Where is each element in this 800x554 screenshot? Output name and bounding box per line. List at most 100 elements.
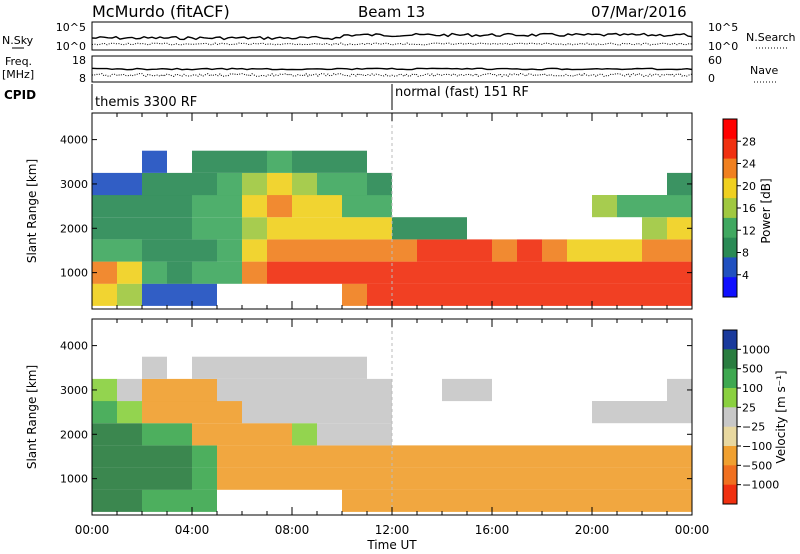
power-cell — [92, 261, 117, 284]
power-cell — [517, 239, 542, 262]
velocity-cell — [142, 401, 167, 424]
velocity-cell — [92, 489, 117, 512]
velocity-cell — [367, 467, 392, 490]
power-colorbar-label: Power [dB] — [759, 178, 773, 243]
velocity-cell — [667, 467, 692, 490]
velocity-cell — [217, 467, 242, 490]
velocity-cell — [92, 467, 117, 490]
velocity-cell — [667, 378, 692, 402]
power-cell — [317, 195, 342, 218]
cpid-segment-1: themis 3300 RF — [95, 95, 197, 110]
power-cell — [267, 239, 292, 262]
velocity-cell — [592, 489, 617, 512]
power-cell — [292, 150, 317, 173]
velocity-cell — [467, 467, 492, 490]
power-cell — [567, 261, 592, 284]
velocity-cell — [392, 489, 417, 512]
noise-right-tick-top: 10^5 — [708, 21, 738, 34]
power-cell — [192, 150, 217, 173]
velocity-cell — [167, 401, 192, 424]
power-cell — [442, 261, 467, 284]
velocity-cell — [167, 378, 192, 402]
power-cell — [167, 283, 192, 306]
velocity-cell — [267, 445, 292, 468]
velocity-cell — [617, 489, 642, 512]
power-colorbar-label-tick: 8 — [742, 247, 749, 260]
power-colorbar-swatch — [723, 257, 737, 278]
velocity-cell — [242, 467, 267, 490]
velocity-colorbar-frame — [722, 329, 738, 505]
power-cell — [667, 172, 692, 196]
cpid-label: CPID — [4, 88, 36, 102]
velocity-cell — [317, 401, 342, 424]
velocity-cell — [267, 356, 292, 379]
power-cell — [667, 217, 692, 240]
power-cell — [167, 261, 192, 284]
xtick-label: 16:00 — [475, 523, 510, 537]
velocity-cell — [442, 378, 467, 402]
velocity-cell — [467, 445, 492, 468]
nsearch-label: N.Search — [746, 31, 796, 44]
velocity-cell — [317, 467, 342, 490]
velocity-cell — [167, 445, 192, 468]
power-cell — [192, 195, 217, 218]
nsky-label: N.Sky — [2, 34, 34, 47]
power-cell — [242, 217, 267, 240]
power-cell — [667, 283, 692, 306]
power-cell — [617, 195, 642, 218]
power-ytick-label: 3000 — [60, 178, 88, 191]
velocity-cell — [217, 378, 242, 402]
power-cell — [467, 283, 492, 306]
velocity-cell — [367, 378, 392, 402]
power-cell — [492, 283, 517, 306]
power-cell — [492, 239, 517, 262]
power-colorbar: 4 8 12 16 20 24 28 — [722, 118, 756, 298]
power-colorbar-swatch — [723, 217, 737, 239]
velocity-cell — [367, 489, 392, 512]
nsky-trace — [91, 32, 693, 41]
power-ytick-label: 2000 — [60, 222, 88, 235]
power-cell — [342, 195, 367, 218]
velocity-cell — [267, 378, 292, 402]
xtick-label: 04:00 — [175, 523, 210, 537]
noise-left-tick-bottom: 10^0 — [56, 40, 86, 53]
power-ytick-label: 1000 — [60, 267, 88, 280]
power-cell — [642, 217, 667, 240]
power-colorbar-label-tick: 4 — [742, 269, 749, 282]
velocity-cell — [392, 467, 417, 490]
power-cell — [267, 150, 292, 173]
power-cell — [117, 172, 142, 196]
velocity-cell — [117, 489, 142, 512]
power-cell — [167, 239, 192, 262]
power-y-axis: 1000 2000 3000 4000 — [60, 113, 693, 309]
power-colorbar-label-tick: 12 — [742, 224, 756, 237]
power-cell — [167, 195, 192, 218]
velocity-cell — [342, 378, 367, 402]
velocity-colorbar-swatch — [723, 368, 737, 389]
power-cell — [392, 217, 417, 240]
velocity-colorbar-swatch — [723, 426, 737, 447]
power-cell — [417, 217, 442, 240]
velocity-y-axis: 1000 2000 3000 4000 — [60, 319, 693, 515]
velocity-cell — [567, 445, 592, 468]
power-colorbar-swatch — [723, 138, 737, 160]
velocity-cell — [367, 423, 392, 446]
power-cell — [192, 283, 217, 306]
power-cell — [92, 217, 117, 240]
power-cell — [217, 261, 242, 284]
velocity-cell — [617, 401, 642, 424]
velocity-cell — [592, 401, 617, 424]
velocity-cell — [342, 489, 367, 512]
velocity-cell — [342, 445, 367, 468]
power-cell — [317, 261, 342, 284]
velocity-colorbar-label-tick: −25 — [742, 421, 765, 434]
power-colorbar-swatch — [723, 198, 737, 219]
velocity-colorbar-label-tick: −100 — [742, 440, 772, 453]
power-cell — [392, 261, 417, 284]
power-colorbar-swatch — [723, 277, 737, 298]
power-cell — [142, 239, 167, 262]
freq-left-tick-bottom: 8 — [79, 72, 86, 85]
power-cell — [642, 239, 667, 262]
power-cell — [242, 150, 267, 173]
velocity-cell — [192, 378, 217, 402]
